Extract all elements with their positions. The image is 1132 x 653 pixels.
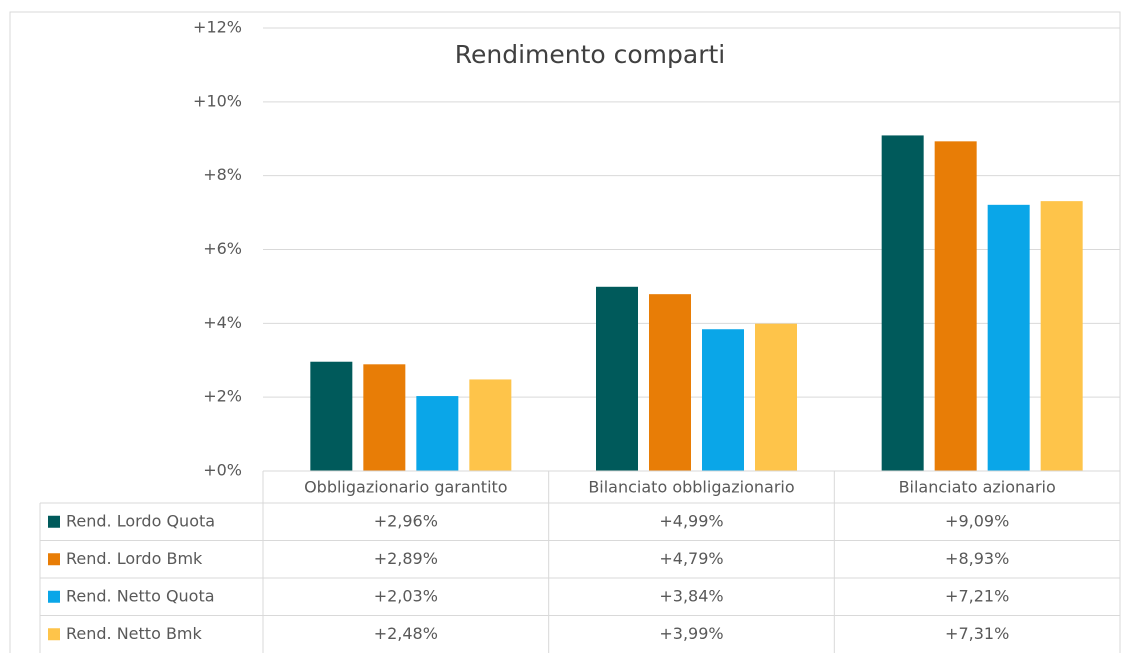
legend-label: Rend. Netto Bmk: [66, 624, 203, 643]
x-tick-label: Bilanciato azionario: [899, 478, 1056, 497]
x-tick-label: Bilanciato obbligazionario: [588, 478, 794, 497]
y-tick-label: +4%: [203, 313, 242, 332]
legend-swatch: [48, 590, 60, 603]
bar: [881, 135, 924, 472]
data-label: +9,09%: [945, 511, 1009, 530]
legend-swatch: [48, 515, 60, 528]
legend-swatch: [48, 628, 60, 641]
data-label: +3,84%: [659, 586, 723, 605]
bar: [596, 286, 638, 471]
bar: [702, 329, 744, 471]
y-tick-label: +6%: [203, 239, 242, 258]
data-label: +2,89%: [374, 549, 438, 568]
chart-frame: [9, 11, 1121, 653]
y-tick-label: +10%: [193, 91, 242, 110]
legend-label: Rend. Netto Quota: [66, 586, 215, 605]
data-label: +2,96%: [374, 511, 438, 530]
y-tick-label: +2%: [203, 387, 242, 406]
bar: [755, 323, 797, 471]
bar: [416, 396, 459, 471]
y-tick-label: +12%: [193, 18, 242, 37]
bar: [310, 361, 353, 471]
bar: [363, 364, 406, 471]
data-label: +4,79%: [659, 549, 723, 568]
y-tick-label: +0%: [203, 461, 242, 480]
data-label: +2,48%: [374, 624, 438, 643]
data-label: +7,31%: [945, 624, 1009, 643]
bar: [1040, 201, 1083, 471]
data-label: +2,03%: [374, 586, 438, 605]
data-label: +8,93%: [945, 549, 1009, 568]
y-tick-label: +8%: [203, 165, 242, 184]
bar: [649, 294, 691, 471]
data-label: +7,21%: [945, 586, 1009, 605]
bar: [469, 379, 512, 471]
legend-label: Rend. Lordo Bmk: [66, 549, 203, 568]
data-label: +3,99%: [659, 624, 723, 643]
legend-swatch: [48, 553, 60, 566]
bar: [934, 141, 977, 471]
chart-title: Rendimento comparti: [455, 40, 726, 69]
legend-label: Rend. Lordo Quota: [66, 511, 215, 530]
bar: [987, 204, 1030, 472]
data-label: +4,99%: [659, 511, 723, 530]
x-tick-label: Obbligazionario garantito: [304, 478, 508, 497]
